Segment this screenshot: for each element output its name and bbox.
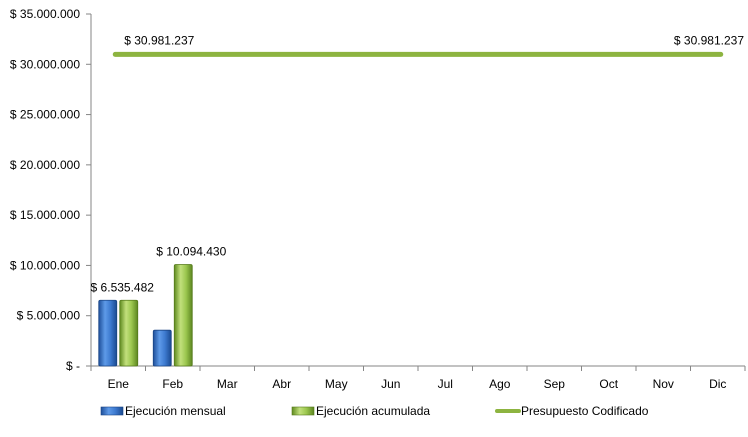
data-label: $ 30.981.237	[124, 33, 194, 47]
data-label: $ 30.981.237	[674, 33, 744, 47]
y-tick-label: $ 5.000.000	[17, 309, 81, 323]
legend-label: Presupuesto Codificado	[521, 404, 649, 418]
x-tick-label: Jun	[381, 377, 400, 391]
y-tick-label: $ 35.000.000	[10, 7, 80, 21]
y-tick-label: $ 10.000.000	[10, 258, 80, 272]
x-tick-label: Nov	[653, 377, 674, 391]
bar-monthly	[152, 329, 172, 367]
y-tick-label: $ 20.000.000	[10, 158, 80, 172]
y-tick-label: $ 25.000.000	[10, 108, 80, 122]
bars	[98, 264, 193, 367]
y-tick-label: $ -	[66, 359, 80, 373]
x-tick-label: Jul	[438, 377, 453, 391]
x-tick-label: Sep	[544, 377, 566, 391]
bar-cumulative	[173, 264, 193, 367]
legend-label: Ejecución mensual	[125, 404, 226, 418]
x-tick-label: Oct	[599, 377, 618, 391]
data-label: $ 6.535.482	[91, 280, 155, 294]
x-tick-label: May	[325, 377, 348, 391]
x-tick-label: Feb	[162, 377, 183, 391]
y-tick-label: $ 15.000.000	[10, 208, 80, 222]
x-tick-label: Abr	[272, 377, 291, 391]
axes: $ 35.000.000 $ 30.000.000 $ 25.000.000 $ 20…	[10, 7, 746, 391]
y-tick-label: $ 30.000.000	[10, 57, 80, 71]
x-tick-label: Dic	[709, 377, 726, 391]
data-labels: $ 6.535.482 $ 10.094.430 $ 30.981.237 $ 30.…	[91, 33, 745, 294]
legend: Ejecución mensual Ejecución acumulada Pres…	[100, 404, 649, 418]
bar-cumulative	[119, 299, 139, 367]
bar-monthly	[98, 299, 118, 367]
legend-label: Ejecución acumulada	[316, 404, 430, 418]
x-tick-label: Ene	[108, 377, 130, 391]
legend-swatch-cumulative	[291, 406, 315, 416]
legend-swatch-monthly	[100, 406, 124, 416]
x-tick-label: Mar	[217, 377, 238, 391]
data-label: $ 10.094.430	[156, 244, 226, 258]
x-tick-label: Ago	[489, 377, 511, 391]
